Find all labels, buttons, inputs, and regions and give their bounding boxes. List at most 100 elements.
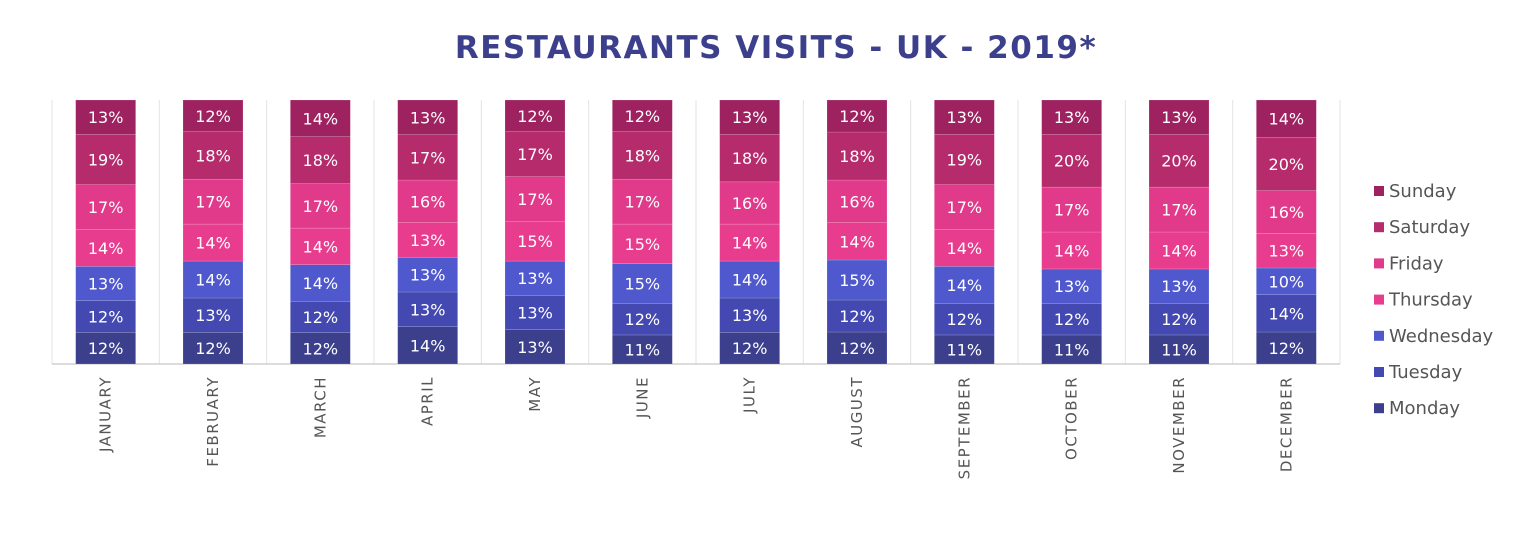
bar-segment-wednesday xyxy=(75,266,136,301)
data-label-monday: 12% xyxy=(1269,339,1305,358)
legend-swatch-wednesday xyxy=(1374,330,1384,341)
data-label-sunday: 13% xyxy=(88,108,124,127)
data-label-tuesday: 12% xyxy=(947,310,983,329)
bar-segment-wednesday xyxy=(290,264,351,302)
month-label: JANUARY xyxy=(97,376,115,453)
legend-swatch-monday xyxy=(1374,403,1384,414)
data-label-wednesday: 13% xyxy=(1161,277,1197,296)
legend-label-saturday: Saturday xyxy=(1389,217,1470,238)
bar-segment-wednesday xyxy=(1256,267,1317,295)
bar-segment-friday xyxy=(826,179,888,223)
data-label-sunday: 13% xyxy=(947,108,983,127)
data-label-monday: 11% xyxy=(947,340,983,359)
data-label-friday: 17% xyxy=(303,197,339,216)
data-label-thursday: 13% xyxy=(1269,242,1305,261)
data-label-saturday: 18% xyxy=(625,146,661,165)
data-label-wednesday: 13% xyxy=(1054,277,1090,296)
bar-segment-monday xyxy=(612,334,673,365)
bars-layer: 12% 12% 13% 14% 17% 19% 13% 12% 13% 14% 14% 17% 18% 1… xyxy=(75,99,1317,365)
bar-segment-friday xyxy=(612,178,673,225)
bar-segment-tuesday xyxy=(504,295,566,330)
data-label-sunday: 13% xyxy=(732,108,768,127)
bar-segment-saturday xyxy=(504,131,566,177)
data-label-wednesday: 14% xyxy=(195,271,231,290)
bar-segment-wednesday xyxy=(934,266,995,304)
data-label-saturday: 20% xyxy=(1269,155,1305,174)
bar-segment-monday xyxy=(182,332,244,365)
legend-label-wednesday: Wednesday xyxy=(1389,326,1494,347)
bar-segment-thursday xyxy=(934,229,995,267)
data-label-monday: 14% xyxy=(410,336,446,355)
data-label-friday: 17% xyxy=(625,193,661,212)
month-label: SEPTEMBER xyxy=(955,376,973,479)
data-label-wednesday: 14% xyxy=(732,271,768,290)
bar-segment-monday xyxy=(1148,334,1210,365)
bar-segment-friday xyxy=(934,184,995,230)
data-label-monday: 11% xyxy=(1161,340,1197,359)
data-label-wednesday: 15% xyxy=(625,274,661,293)
data-label-saturday: 20% xyxy=(1054,152,1090,171)
bar-segment-tuesday xyxy=(75,300,136,333)
data-label-monday: 12% xyxy=(303,339,339,358)
data-label-tuesday: 14% xyxy=(1269,304,1305,323)
data-label-wednesday: 14% xyxy=(947,276,983,295)
bar-segment-monday xyxy=(504,329,566,365)
data-label-sunday: 12% xyxy=(839,107,875,126)
data-label-saturday: 17% xyxy=(410,148,446,167)
legend-swatch-thursday xyxy=(1374,294,1384,305)
bar-segment-monday xyxy=(397,326,458,365)
bar-segment-sunday xyxy=(75,99,136,135)
bar-segment-friday xyxy=(1041,186,1102,233)
bar-segment-tuesday xyxy=(719,297,780,333)
month-label: JULY xyxy=(741,376,759,414)
legend-label-tuesday: Tuesday xyxy=(1388,362,1463,383)
bar-segment-sunday xyxy=(612,99,673,132)
data-label-wednesday: 13% xyxy=(410,266,446,285)
bar-segment-sunday xyxy=(1041,99,1102,135)
data-label-monday: 13% xyxy=(517,338,553,357)
data-label-friday: 16% xyxy=(1269,203,1305,222)
data-label-friday: 16% xyxy=(839,192,875,211)
data-label-saturday: 18% xyxy=(732,149,768,168)
data-label-tuesday: 13% xyxy=(517,304,553,323)
bar-segment-thursday xyxy=(290,227,351,265)
legend-label-thursday: Thursday xyxy=(1388,290,1473,311)
bar-segment-tuesday xyxy=(934,302,995,336)
bar-segment-sunday xyxy=(182,99,244,132)
bar-segment-saturday xyxy=(75,134,136,185)
bar-segment-thursday xyxy=(719,223,780,262)
month-label: APRIL xyxy=(419,376,437,426)
bar-segment-saturday xyxy=(182,131,244,180)
data-label-sunday: 14% xyxy=(1269,110,1305,129)
bar-segment-thursday xyxy=(504,221,566,262)
bar-segment-tuesday xyxy=(826,299,888,333)
bar-segment-thursday xyxy=(397,222,458,258)
plot-frame xyxy=(51,100,1341,365)
data-label-saturday: 19% xyxy=(88,150,124,169)
data-label-monday: 12% xyxy=(839,339,875,358)
legend-label-sunday: Sunday xyxy=(1389,181,1457,202)
bar-segment-saturday xyxy=(1148,134,1210,188)
month-label: OCTOBER xyxy=(1063,376,1081,460)
data-label-saturday: 18% xyxy=(303,151,339,170)
bar-segment-saturday xyxy=(290,136,351,184)
data-label-tuesday: 12% xyxy=(88,307,124,326)
bar-segment-tuesday xyxy=(1148,302,1210,336)
bar-segment-saturday xyxy=(1041,134,1102,188)
data-label-friday: 17% xyxy=(195,193,231,212)
bar-segment-saturday xyxy=(397,134,458,181)
bar-segment-thursday xyxy=(1256,233,1317,269)
bar-segment-tuesday xyxy=(612,302,673,336)
bar-segment-tuesday xyxy=(1256,294,1317,333)
data-label-wednesday: 13% xyxy=(517,269,553,288)
data-label-friday: 17% xyxy=(1054,201,1090,220)
month-label: FEBRUARY xyxy=(204,376,222,467)
data-label-thursday: 14% xyxy=(732,234,768,253)
data-label-tuesday: 13% xyxy=(732,306,768,325)
bar-segment-sunday xyxy=(1148,99,1210,135)
data-label-wednesday: 13% xyxy=(88,274,124,293)
bar-segment-monday xyxy=(826,331,888,365)
data-label-sunday: 13% xyxy=(1161,108,1197,127)
bar-segment-monday xyxy=(290,332,351,365)
